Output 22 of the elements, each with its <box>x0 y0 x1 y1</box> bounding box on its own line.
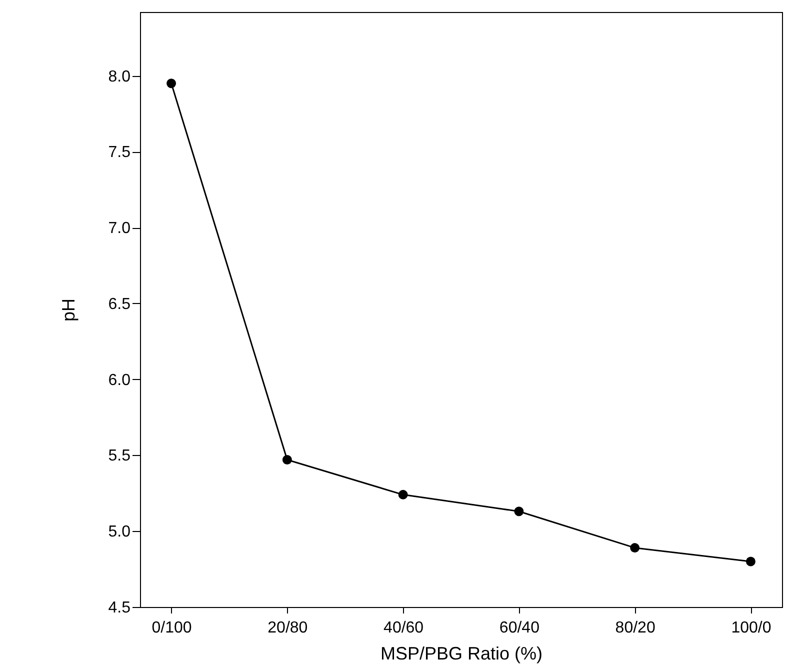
x-tick-label: 80/20 <box>615 620 656 636</box>
y-tick-label: 4.5 <box>108 600 131 616</box>
y-tick-label: 5.5 <box>108 448 131 465</box>
x-tick-label: 20/80 <box>268 620 308 636</box>
point <box>166 78 176 88</box>
x-tick-label: 40/60 <box>384 620 424 636</box>
point <box>514 506 524 516</box>
x-tick-label: 100/0 <box>731 620 772 636</box>
point <box>398 490 408 500</box>
y-tick-label: 7.0 <box>108 220 131 238</box>
x-tick-label: 60/40 <box>499 620 540 636</box>
y-tick-label: 8.0 <box>108 68 131 86</box>
y-tick-label: 6.0 <box>108 372 131 389</box>
point <box>630 543 640 553</box>
point <box>746 556 756 566</box>
y-axis-title: pH <box>58 298 78 322</box>
y-tick-label: 5.0 <box>108 524 131 541</box>
y-tick-label: 7.5 <box>108 144 131 162</box>
y-tick-label: 6.5 <box>108 296 131 313</box>
point <box>282 455 292 464</box>
x-axis-title: MSP/PBG Ratio (%) <box>380 644 543 664</box>
x-tick-label: 0/100 <box>152 620 192 636</box>
